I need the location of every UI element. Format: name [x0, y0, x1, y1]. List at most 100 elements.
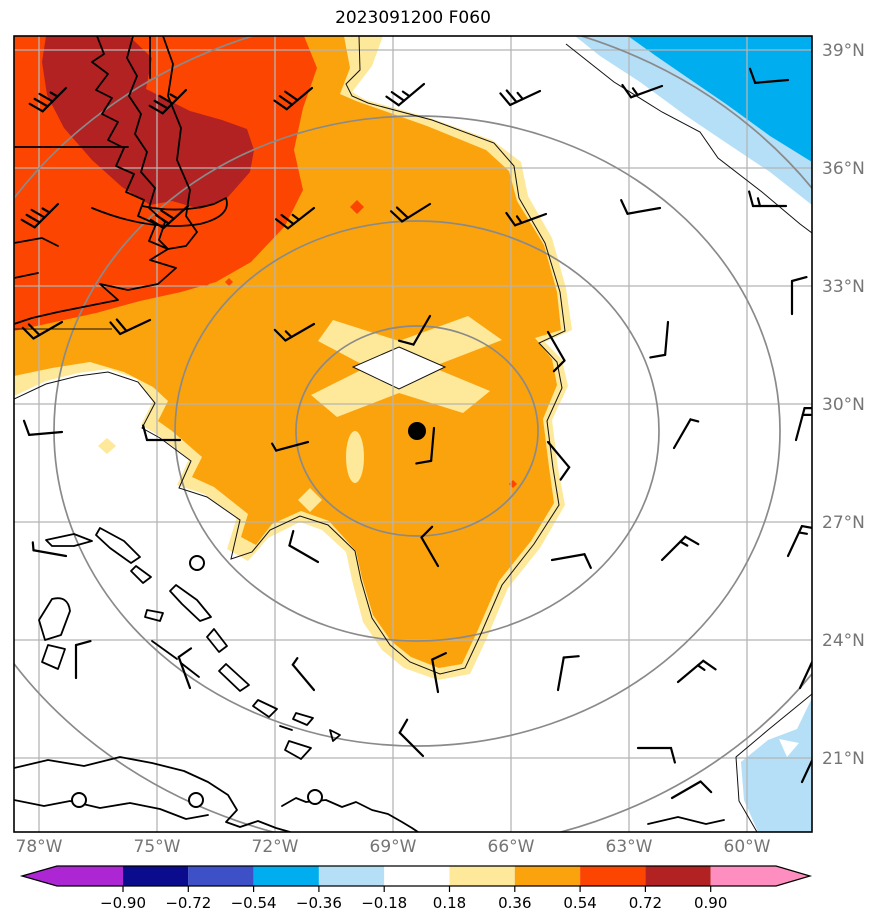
barb-tick-full [22, 419, 31, 436]
barb-staff [284, 322, 316, 342]
region-yellow-spot-b [98, 438, 116, 454]
barb-tick-full [115, 318, 128, 333]
colorbar-segment [253, 866, 319, 886]
x-tick-label: 78°W [16, 837, 63, 857]
y-tick-label: 21°N [822, 749, 865, 769]
wind-barb [670, 780, 713, 800]
barb-tick-half [49, 91, 59, 98]
wind-barb [20, 202, 60, 229]
barb-staff [161, 88, 188, 115]
barb-staff [629, 84, 664, 99]
barb-tick-full [177, 647, 193, 659]
coastline [14, 248, 177, 325]
wind-barb [415, 426, 436, 465]
colorbar-tick-label: 0.72 [629, 894, 662, 912]
barb-staff [556, 656, 565, 692]
barb-tick-half [631, 87, 639, 96]
barb-staff [550, 553, 586, 562]
barb-tick-full [38, 92, 54, 103]
colorbar-tick-label: 0.36 [498, 894, 531, 912]
barb-tick-full [748, 190, 755, 208]
wind-barb [142, 424, 182, 442]
barb-tick-full [649, 353, 667, 359]
calm-wind-circle [71, 792, 87, 808]
coastline [169, 584, 212, 622]
barb-staff [177, 655, 192, 690]
barb-tick-full [431, 652, 447, 661]
barb-tick-full [415, 459, 433, 465]
wind-barb [22, 419, 64, 436]
x-tick-label: 60°W [724, 837, 771, 857]
colorbar-segment [318, 866, 385, 886]
colorbar-segment [580, 866, 646, 886]
barb-staff [670, 780, 702, 800]
barb-tick-half [797, 531, 808, 535]
colorbar-segment [449, 866, 515, 886]
barb-tick-full [684, 535, 700, 546]
barb-staff [162, 204, 190, 230]
barb-staff [291, 663, 316, 692]
barb-tick-full [25, 213, 41, 224]
barb-tick-full [620, 199, 629, 215]
coastline [206, 628, 228, 653]
red-speck [350, 200, 364, 214]
barb-staff [513, 212, 548, 227]
barb-staff [672, 418, 692, 450]
wind-barb [21, 320, 64, 340]
wind-barb [800, 757, 812, 784]
barb-tick-half [516, 91, 524, 101]
barb-tick-full [385, 95, 400, 107]
barb-staff [430, 426, 436, 462]
barb-tick-full [390, 91, 406, 102]
colorbar-segment [514, 866, 581, 886]
range-ring [174, 220, 660, 642]
coastline [292, 712, 314, 726]
wind-barb [389, 202, 432, 223]
wind-barb [620, 199, 662, 215]
barb-tick-full [800, 524, 812, 529]
contour-lines [14, 36, 812, 832]
plot-border [13, 35, 813, 833]
coastline [91, 197, 228, 227]
barb-staff [288, 544, 320, 564]
colorbar-segment [645, 866, 711, 886]
wind-barb [649, 320, 670, 359]
colorbar: −0.90 −0.72 −0.54 −0.36 −0.18 0.18 0.36 0.54 0.7… [19, 865, 813, 912]
wind-barb [546, 440, 571, 481]
barb-tick-half [696, 664, 706, 671]
colorbar-tick-label: −0.54 [231, 894, 277, 912]
barb-tick-full [559, 466, 571, 481]
range-ring [295, 325, 539, 537]
barb-tick-full [397, 339, 415, 346]
barb-tick-full [505, 89, 518, 104]
region-prob-pos-072 [42, 36, 254, 209]
wind-barb [149, 204, 190, 230]
barb-tick-full [621, 83, 633, 99]
coastlines [14, 36, 725, 832]
barb-staff [794, 407, 806, 442]
region-white-notch-bottomright [779, 739, 799, 757]
barb-staff [28, 430, 64, 436]
barb-tick-full [583, 553, 592, 569]
barb-staff [546, 440, 571, 469]
colorbar-tick-label: 0.90 [694, 894, 727, 912]
region-neg-cyan-topright [628, 36, 812, 162]
coastline [218, 663, 250, 692]
colorbar-segment [188, 866, 254, 886]
filled-contour-layer [14, 36, 812, 832]
barb-tick-full [274, 218, 290, 230]
barb-staff [664, 320, 670, 356]
wind-barb [505, 211, 548, 227]
barb-tick-full [74, 640, 92, 647]
barb-tick-full [33, 97, 49, 108]
x-tick-label: 69°W [370, 837, 417, 857]
red-speck [225, 278, 233, 286]
wind-barb [397, 314, 432, 346]
calm-wind-circle [188, 792, 204, 808]
storm-center-layer [408, 422, 426, 440]
wind-barb [31, 541, 68, 558]
barb-tick-full [284, 90, 299, 102]
coastline [91, 36, 169, 250]
coastline [14, 237, 59, 247]
